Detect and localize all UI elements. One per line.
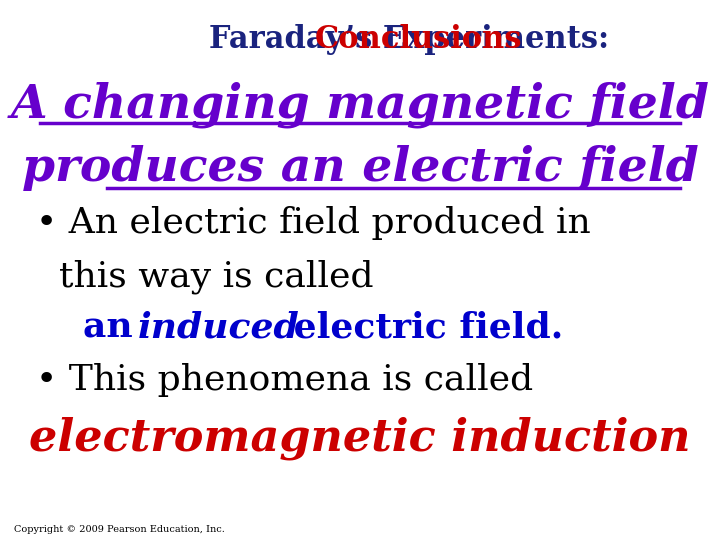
Text: an: an: [83, 310, 145, 345]
Text: • An electric field produced in: • An electric field produced in: [36, 206, 590, 240]
Text: A changing magnetic field: A changing magnetic field: [11, 81, 709, 127]
Text: induced: induced: [138, 310, 300, 345]
Text: • This phenomena is called: • This phenomena is called: [36, 363, 533, 397]
Text: Faraday’s Experiments:: Faraday’s Experiments:: [209, 24, 630, 55]
Text: Conclusions: Conclusions: [315, 24, 523, 55]
Text: produces an electric field: produces an electric field: [22, 145, 698, 191]
Text: electric field.: electric field.: [281, 310, 563, 345]
Text: Copyright © 2009 Pearson Education, Inc.: Copyright © 2009 Pearson Education, Inc.: [14, 524, 225, 534]
Text: electromagnetic induction: electromagnetic induction: [30, 417, 690, 461]
Text: this way is called: this way is called: [36, 259, 374, 294]
